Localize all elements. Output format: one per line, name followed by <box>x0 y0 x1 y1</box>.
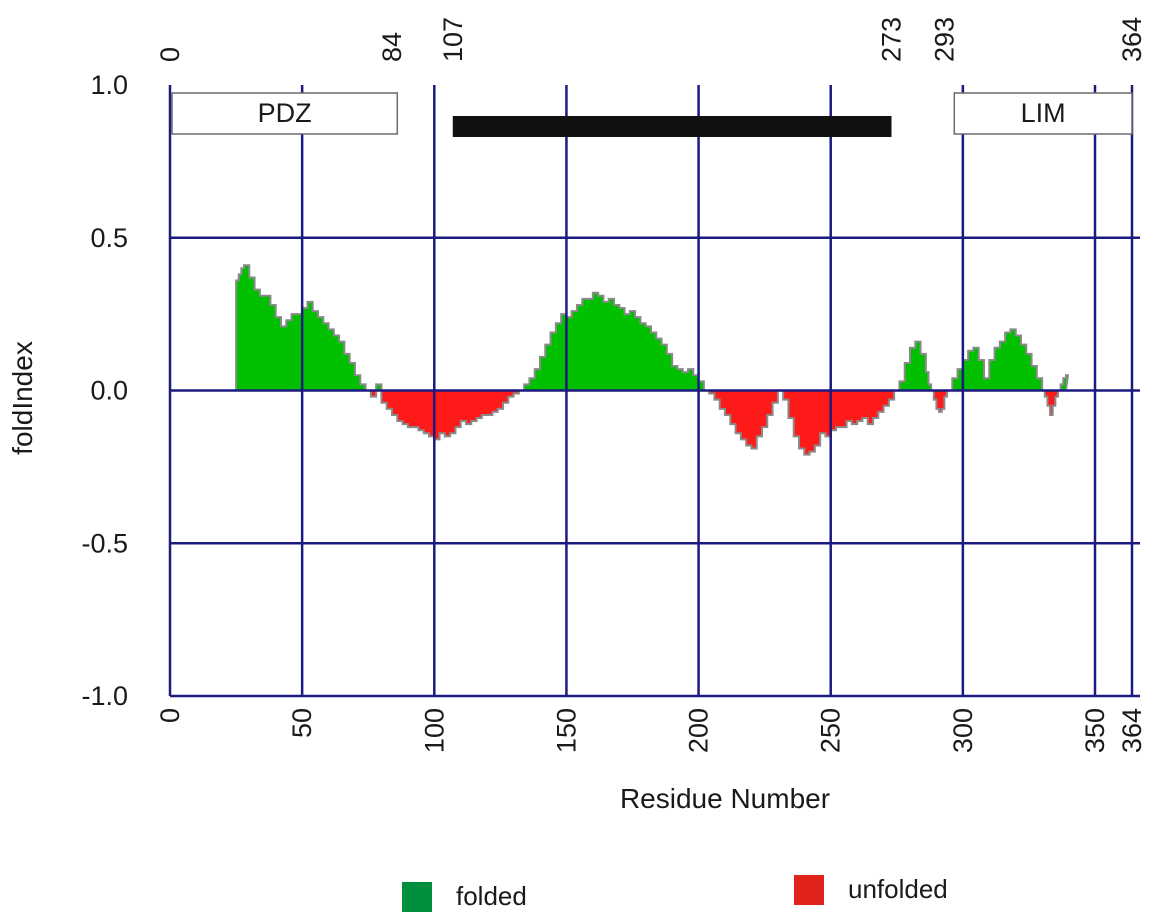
legend-item-unfolded: unfolded <box>794 874 948 905</box>
y-tick-label: -0.5 <box>81 528 128 558</box>
x-tick-label: 200 <box>684 708 714 753</box>
y-tick-label: 0.5 <box>90 223 128 253</box>
top-tick-label: 107 <box>438 17 468 62</box>
legend-item-folded: folded <box>402 881 527 912</box>
x-tick-label: 150 <box>551 708 581 753</box>
top-tick-label: 0 <box>155 47 185 62</box>
x-axis-label: Residue Number <box>620 783 830 814</box>
unfolded-area <box>233 390 1066 455</box>
domain-label: LIM <box>1021 98 1066 128</box>
x-tick-label: 300 <box>948 708 978 753</box>
domain-annotations: PDZ LIM <box>171 92 1133 137</box>
legend-label-unfolded: unfolded <box>848 874 948 904</box>
grid-lines <box>168 85 1140 698</box>
x-tick-label: 100 <box>419 708 449 753</box>
domain-box <box>953 92 1133 135</box>
top-tick-label: 84 <box>377 32 407 62</box>
x-tick-label: 350 <box>1080 708 1110 753</box>
y-axis-label: foldIndex <box>7 341 38 455</box>
y-tick-label: 1.0 <box>90 70 128 100</box>
domain-box <box>171 92 399 135</box>
legend-swatch-unfolded <box>794 874 824 905</box>
domain-lim: LIM <box>953 92 1133 135</box>
x-tick-label: 0 <box>155 708 185 723</box>
top-tick-label: 273 <box>877 17 907 62</box>
region-bar <box>452 116 892 137</box>
y-tick-label: 0.0 <box>90 376 128 406</box>
tick-labels: 1.00.50.0-0.5-1.00 50 100 150 200 250 300 350 36… <box>81 17 1147 753</box>
x-tick-label: 50 <box>287 708 317 738</box>
folded-area <box>233 265 1068 391</box>
foldindex-area <box>233 264 1070 456</box>
legend-label-folded: folded <box>456 881 527 911</box>
y-tick-label: -1.0 <box>81 681 128 711</box>
top-tick-label: 293 <box>929 17 959 62</box>
domain-label: PDZ <box>258 98 312 128</box>
x-tick-label: 364 <box>1117 708 1147 753</box>
top-tick-label: 364 <box>1117 17 1147 62</box>
x-tick-label: 250 <box>816 708 846 753</box>
domain-pdz: PDZ <box>171 92 399 135</box>
legend-swatch-folded <box>402 881 432 912</box>
